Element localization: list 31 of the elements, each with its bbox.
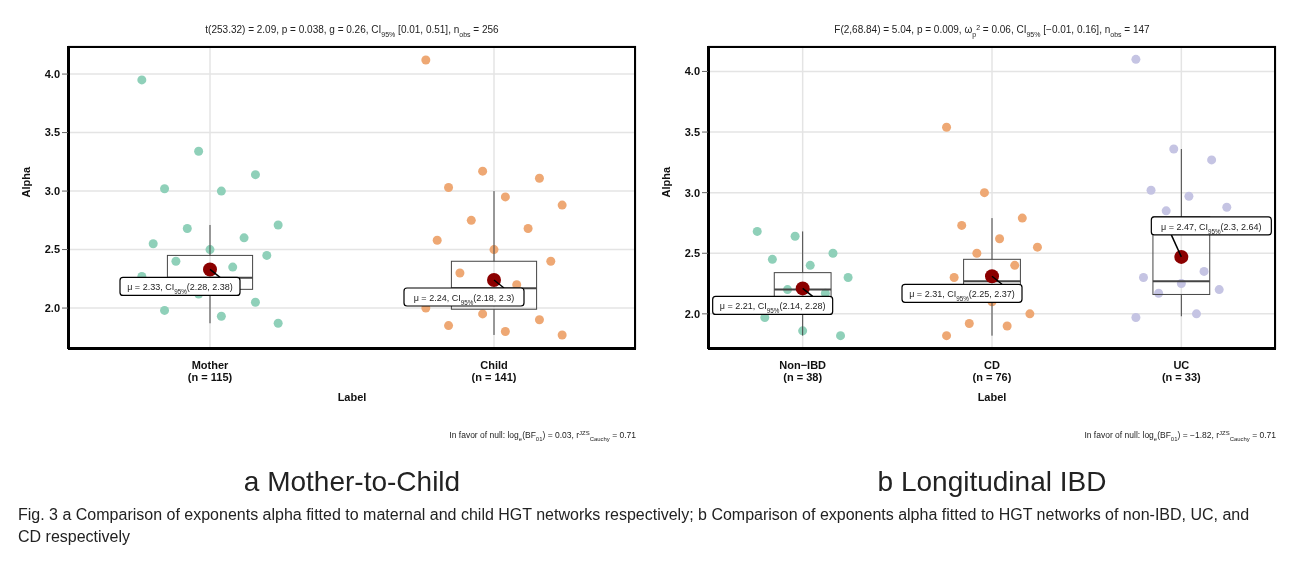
y-axis-title: Alpha — [19, 166, 32, 198]
chart-title: F(2,68.84) = 5.04, p = 0.009, ω$_{p}$$^{2}$ = 0.06, CI$_{95%}$ [−0.01, 0.16], n$_{obs}$ = 147 — [834, 23, 1151, 39]
y-tick-label: 2.5 — [684, 247, 700, 260]
y-tick-label: 4.0 — [684, 65, 700, 78]
text: a Mother-to-Child — [243, 466, 461, 497]
x-tick-label: Non−IBD (n = 38) — [779, 359, 827, 383]
annotation: μ = 2.24, CI$_{95%}$(2.18, 2.3) — [413, 292, 515, 306]
x-tick-label: Child (n = 141) — [471, 359, 517, 383]
x-tick-label: UC (n = 33) — [1161, 359, 1202, 383]
annotation: μ = 2.47, CI$_{95%}$(2.3, 2.64) — [1161, 221, 1262, 235]
y-tick-label: 2.5 — [44, 243, 60, 256]
y-tick-label: 2.0 — [684, 307, 700, 320]
y-tick-label: 4.0 — [44, 67, 60, 80]
text: In favor of null: log$_{e}$(BF$_{01}$) = −1.82, r$^{JZS}$$_{Cauchy}$ = 0.71 — [1084, 430, 1277, 442]
y-tick-label: 3.5 — [684, 125, 700, 138]
annotation: μ = 2.33, CI$_{95%}$(2.28, 2.38) — [127, 282, 233, 295]
text: b Longitudinal IBD — [877, 466, 1107, 497]
caption: Fig. 3 a Comparison of exponents alpha fitted to maternal and child HGT networks respectively; b Comparison of exponents alpha fitted to HGT networks of non-IBD, UC, and CD respectively — [18, 505, 1251, 547]
annotation: μ = 2.31, CI$_{95%}$(2.25, 2.37) — [909, 289, 1015, 302]
y-axis-title: Alpha — [659, 166, 672, 198]
y-tick-label: 3.0 — [684, 186, 700, 199]
x-axis-title: Label — [977, 391, 1007, 403]
y-tick-label: 3.0 — [44, 184, 60, 197]
y-tick-label: 2.0 — [44, 301, 60, 314]
annotation: μ = 2.21, CI$_{95%}$(2.14, 2.28) — [719, 301, 826, 314]
text: In favor of null: log$_{e}$(BF$_{01}$) = 0.03, r$^{JZS}$$_{Cauchy}$ = 0.71 — [449, 430, 637, 442]
chart-title: t(253.32) = 2.09, p = 0.038, g = 0.26, CI$_{95%}$ [0.01, 0.51], n$_{obs}$ = 256 — [205, 24, 500, 38]
x-tick-label: Mother (n = 115) — [187, 359, 233, 383]
y-tick-label: 3.5 — [44, 126, 60, 139]
x-axis-title: Label — [337, 391, 367, 403]
x-tick-label: CD (n = 76) — [972, 359, 1012, 383]
